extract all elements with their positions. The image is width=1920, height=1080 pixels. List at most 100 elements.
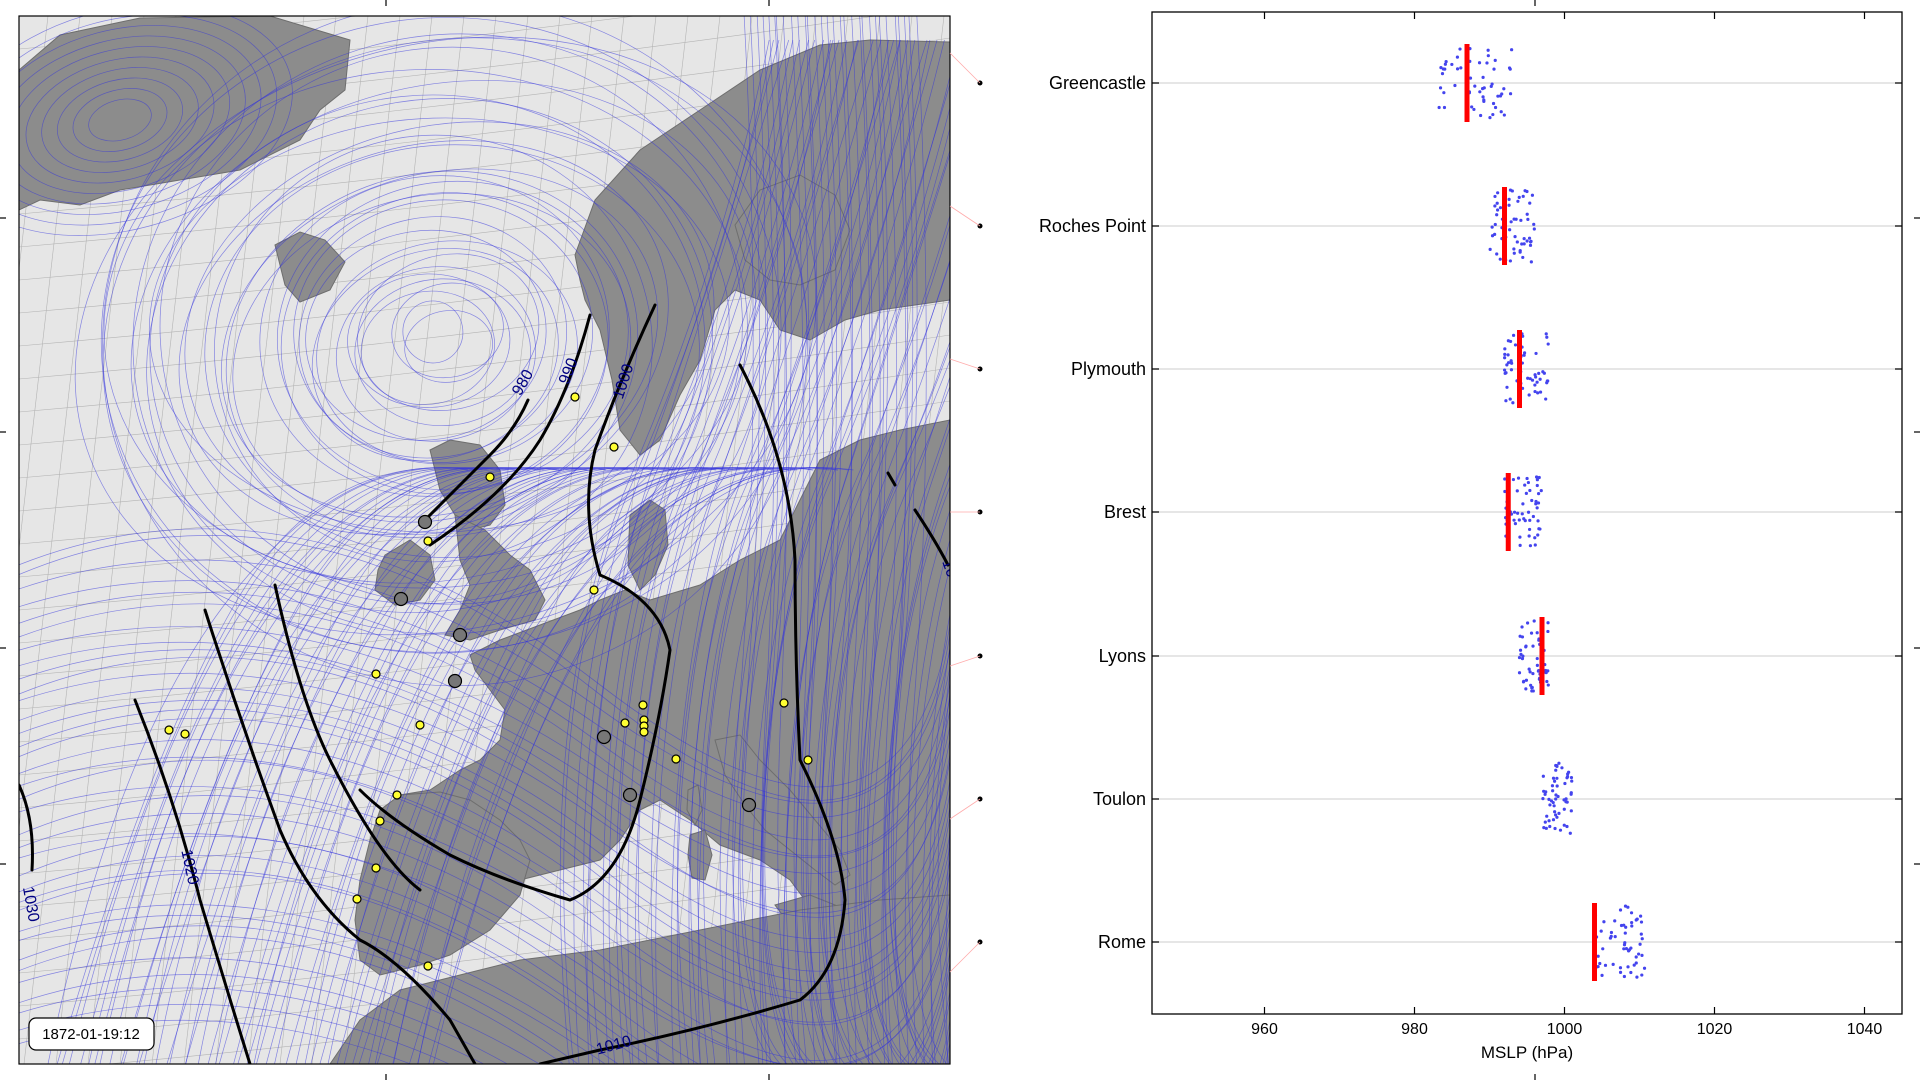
- streamline: [138, 467, 560, 1064]
- x-tick-label: 1040: [1847, 1021, 1883, 1038]
- ensemble-point: [1472, 107, 1476, 112]
- streamline: [863, 16, 910, 1064]
- streamline: [347, 273, 511, 408]
- streamline: [295, 467, 717, 1064]
- ensemble-point: [1504, 399, 1508, 403]
- ensemble-point: [1517, 518, 1521, 522]
- ensemble-point: [1634, 955, 1638, 959]
- station-marker-used: [570, 392, 580, 402]
- streamline: [854, 375, 950, 1064]
- ensemble-point: [1508, 397, 1512, 401]
- ensemble-point: [1543, 792, 1547, 796]
- ensemble-point: [1528, 201, 1532, 205]
- streamline: [795, 260, 950, 1064]
- station-label: Greencastle: [1049, 73, 1146, 93]
- streamline: [763, 16, 807, 1064]
- streamline: [357, 253, 540, 411]
- streamline: [847, 16, 882, 1064]
- streamline: [690, 39, 901, 1064]
- ensemble-point: [1570, 779, 1574, 783]
- graticule-line: [1016, 16, 1136, 1064]
- ensemble-point: [1495, 213, 1499, 217]
- ensemble-point: [1481, 75, 1485, 80]
- ensemble-point: [1548, 824, 1552, 829]
- ensemble-point: [1513, 522, 1518, 526]
- ensemble-point: [1523, 483, 1527, 487]
- ensemble-point: [1511, 401, 1515, 405]
- streamline: [911, 565, 950, 1064]
- graticule-line: [1048, 16, 1168, 1064]
- streamline: [368, 467, 789, 1064]
- streamline: [760, 106, 950, 1064]
- ensemble-point: [1557, 761, 1561, 765]
- ensemble-point: [1506, 361, 1511, 365]
- ensemble-point: [1565, 824, 1569, 829]
- ensemble-point: [1531, 644, 1535, 648]
- streamline: [256, 467, 677, 1064]
- ensemble-point: [1537, 371, 1541, 375]
- ensemble-point: [1493, 222, 1497, 227]
- ensemble-point: [1536, 491, 1541, 496]
- ensemble-point: [1510, 48, 1514, 52]
- station-marker-validation: [741, 797, 757, 813]
- streamline: [19, 708, 950, 972]
- streamline: [19, 935, 950, 1064]
- station-link-line: [949, 941, 981, 973]
- ensemble-point: [1541, 774, 1545, 778]
- ensemble-point: [1517, 655, 1522, 660]
- ensemble-point: [1455, 67, 1460, 71]
- streamline: [19, 1020, 412, 1064]
- ensemble-point: [1512, 247, 1516, 251]
- ensemble-point: [1438, 86, 1443, 90]
- ensemble-point: [1529, 260, 1533, 264]
- streamline: [929, 645, 950, 1064]
- station-marker-used: [371, 669, 381, 679]
- streamline: [785, 223, 950, 1064]
- ensemble-point: [1536, 669, 1540, 673]
- ensemble-point: [1490, 234, 1495, 238]
- ensemble-point: [1512, 510, 1517, 514]
- ensemble-point: [1623, 904, 1628, 908]
- ensemble-point: [1503, 356, 1507, 360]
- isobar-label: 10: [938, 557, 960, 580]
- ensemble-point: [1533, 373, 1537, 377]
- ensemble-point: [1530, 689, 1534, 693]
- ensemble-point: [1546, 379, 1550, 383]
- ensemble-point: [1536, 501, 1541, 505]
- ensemble-point: [1534, 351, 1538, 356]
- ensemble-point: [1513, 235, 1517, 239]
- ensemble-point: [1600, 973, 1604, 978]
- ensemble-point: [1486, 54, 1490, 58]
- ensemble-point: [1481, 95, 1485, 99]
- map-frame: [18, 15, 951, 1065]
- ensemble-point: [1553, 813, 1558, 817]
- streamline: [19, 535, 950, 801]
- ensemble-point: [1477, 61, 1482, 65]
- streamline: [589, 39, 800, 1064]
- ensemble-point: [1517, 195, 1521, 199]
- isobar-990: [428, 313, 592, 547]
- ensemble-point: [1503, 347, 1507, 351]
- streamline: [218, 467, 640, 1064]
- ensemble-point: [1491, 112, 1495, 117]
- streamline: [149, 94, 706, 605]
- streamline: [761, 16, 794, 1064]
- ensemble-point: [1530, 193, 1535, 197]
- ensemble-point: [1626, 965, 1630, 969]
- ensemble-point: [1546, 629, 1550, 634]
- ensemble-point: [1613, 919, 1617, 923]
- ensemble-point: [1640, 973, 1644, 977]
- streamline: [945, 821, 950, 1064]
- streamline: [47, 467, 469, 1064]
- ensemble-point: [1441, 67, 1445, 71]
- ensemble-point: [1509, 220, 1513, 224]
- streamline: [402, 300, 464, 364]
- streamline: [417, 467, 838, 1064]
- ensemble-point: [1565, 775, 1570, 779]
- streamline: [69, 467, 490, 1064]
- ensemble-point: [1542, 826, 1546, 830]
- x-tick-label: 1020: [1697, 1021, 1733, 1038]
- ensemble-point: [1596, 954, 1600, 958]
- ensemble-point: [1495, 252, 1499, 256]
